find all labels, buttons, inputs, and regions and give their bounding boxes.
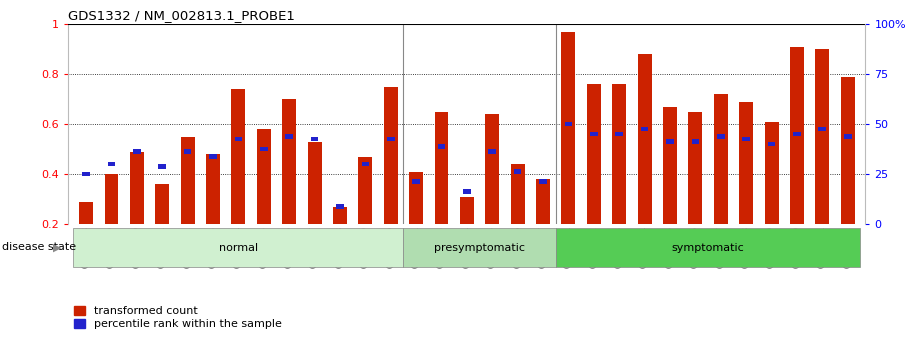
Bar bbox=[234, 137, 242, 141]
Bar bbox=[815, 49, 829, 224]
Bar bbox=[587, 84, 600, 224]
Bar bbox=[790, 47, 804, 224]
Bar bbox=[539, 179, 547, 184]
Bar bbox=[486, 114, 499, 224]
Bar bbox=[358, 157, 373, 224]
Bar bbox=[159, 165, 166, 169]
Bar bbox=[488, 149, 496, 154]
Bar bbox=[413, 179, 420, 184]
Text: normal: normal bbox=[219, 243, 258, 253]
Bar bbox=[739, 102, 753, 224]
Bar bbox=[260, 147, 268, 151]
Bar bbox=[640, 127, 649, 131]
Bar bbox=[384, 87, 398, 224]
Bar bbox=[713, 94, 728, 224]
Bar bbox=[844, 135, 852, 139]
Bar bbox=[257, 129, 271, 224]
Text: GDS1332 / NM_002813.1_PROBE1: GDS1332 / NM_002813.1_PROBE1 bbox=[68, 9, 295, 22]
Bar bbox=[590, 132, 598, 137]
Bar bbox=[133, 149, 140, 154]
Bar bbox=[362, 162, 369, 167]
Bar bbox=[717, 135, 724, 139]
Bar bbox=[206, 154, 220, 224]
Bar bbox=[333, 207, 347, 224]
Bar bbox=[311, 137, 319, 141]
Bar bbox=[409, 172, 423, 224]
Bar bbox=[184, 149, 191, 154]
Bar bbox=[74, 228, 404, 267]
Text: ▶: ▶ bbox=[54, 243, 62, 252]
Bar bbox=[105, 174, 118, 224]
Bar bbox=[615, 132, 623, 137]
Bar bbox=[565, 122, 572, 127]
Bar bbox=[155, 184, 169, 224]
Bar bbox=[79, 202, 93, 224]
Text: symptomatic: symptomatic bbox=[671, 243, 744, 253]
Text: disease state: disease state bbox=[2, 243, 76, 252]
Bar bbox=[285, 135, 293, 139]
Bar bbox=[231, 89, 245, 224]
Bar bbox=[463, 189, 471, 194]
Bar bbox=[556, 228, 860, 267]
Bar bbox=[107, 162, 116, 167]
Bar bbox=[764, 122, 779, 224]
Bar bbox=[435, 112, 448, 224]
Bar bbox=[561, 32, 576, 224]
Text: presymptomatic: presymptomatic bbox=[434, 243, 525, 253]
Bar bbox=[768, 142, 775, 147]
Bar bbox=[437, 145, 445, 149]
Bar bbox=[180, 137, 195, 224]
Bar bbox=[82, 172, 90, 177]
Legend: transformed count, percentile rank within the sample: transformed count, percentile rank withi… bbox=[74, 306, 281, 329]
Bar bbox=[742, 137, 750, 141]
Bar bbox=[666, 139, 674, 144]
Bar bbox=[210, 155, 217, 159]
Bar bbox=[793, 132, 801, 137]
Bar bbox=[638, 54, 651, 224]
Bar bbox=[612, 84, 626, 224]
Bar bbox=[818, 127, 826, 131]
Bar bbox=[514, 169, 521, 174]
Bar bbox=[387, 137, 394, 141]
Bar bbox=[404, 228, 556, 267]
Bar bbox=[130, 152, 144, 224]
Bar bbox=[336, 205, 343, 209]
Bar bbox=[841, 77, 855, 224]
Bar bbox=[308, 142, 322, 224]
Bar bbox=[511, 164, 525, 224]
Bar bbox=[536, 179, 550, 224]
Bar bbox=[282, 99, 296, 224]
Bar bbox=[689, 112, 702, 224]
Bar bbox=[663, 107, 677, 224]
Bar bbox=[460, 197, 474, 224]
Bar bbox=[691, 139, 700, 144]
